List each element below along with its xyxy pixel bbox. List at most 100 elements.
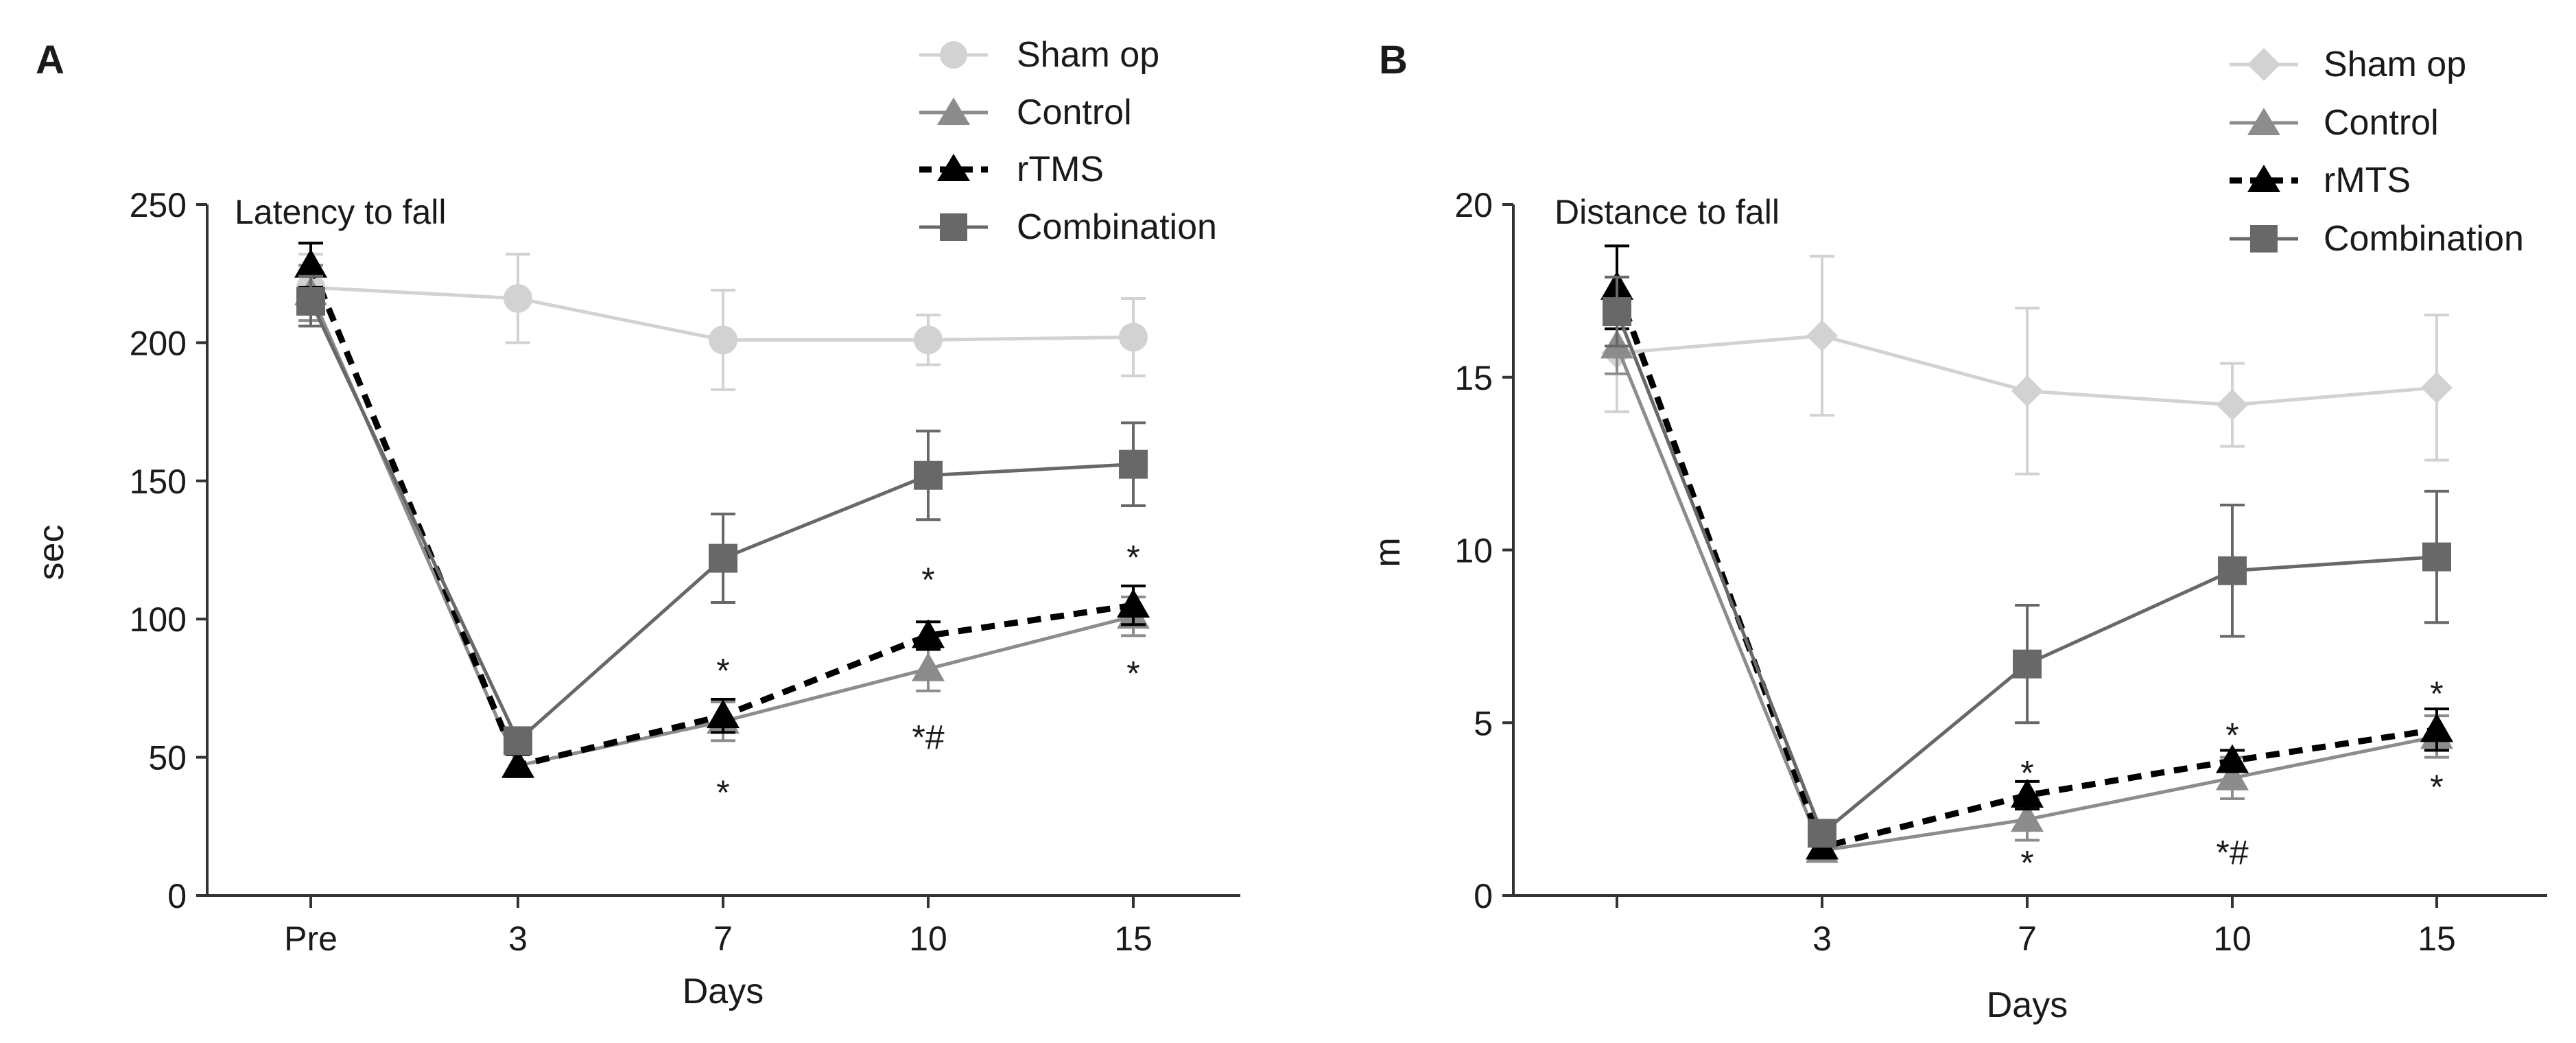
legend-a-control: Control [919,93,1132,132]
legend-b-combination: Combination [2230,219,2524,259]
data-point-circle [504,283,532,313]
y-tick-label: 200 [130,324,187,362]
data-point-triangle [2216,761,2249,790]
legend-b-control: Control [2230,103,2439,143]
panel-a-letter: A [36,38,64,82]
data-point-square [709,543,737,573]
panel-b-xlabel: Days [1987,985,2068,1025]
legend-marker-circle [940,41,967,69]
significance-marker: * [2225,716,2238,754]
legend-label: Combination [1017,207,1217,247]
legend-marker-triangle [937,97,970,125]
data-point-triangle [501,749,534,778]
legend-label: rTMS [1017,150,1104,189]
significance-marker: * [2430,675,2443,713]
data-point-triangle [2011,778,2044,808]
panel-b-annotations: * * * *# * * [2020,675,2443,882]
data-point-circle [914,325,943,355]
data-point-triangle [912,619,945,648]
x-tick-label: 15 [2418,919,2456,958]
y-tick-label: 150 [130,462,187,501]
panel-b-legend: Sham op Control rMTS Combination [2230,45,2524,259]
data-point-diamond [2217,389,2248,421]
panel-a-ylabel: sec [32,525,71,581]
data-point-triangle [912,652,945,681]
legend-marker-square [940,213,967,241]
series-combination [1603,275,2451,848]
x-ticks: 3 7 10 15 [1616,895,2456,958]
data-point-square [504,726,532,755]
legend-label: rMTS [2324,161,2411,200]
x-tick-label: 7 [713,919,733,958]
x-tick-label: 3 [1812,919,1832,958]
y-tick-label: 50 [148,739,187,777]
legend-label: Sham op [2324,45,2466,84]
x-ticks: Pre 3 7 10 15 [284,895,1153,958]
data-point-triangle [2011,803,2044,832]
series-rtms [294,242,1150,778]
data-point-square [296,286,325,316]
y-tick-label: 250 [130,186,187,224]
panel-a-axes: 0 50 100 150 200 250 Pre 3 7 10 15 [130,186,1240,958]
legend-a-rtms: rTMS [919,150,1104,189]
data-point-square [1808,819,1836,848]
panel-b-axes: 0 5 10 15 20 3 7 10 15 [1454,186,2547,958]
data-point-triangle [1117,589,1150,618]
data-point-square [2218,556,2247,585]
data-point-square [914,460,943,490]
data-point-circle [1119,323,1148,352]
data-point-diamond [1806,320,1838,352]
legend-marker-triangle [2247,165,2280,192]
data-point-square [1119,449,1148,479]
x-tick-label: 15 [1114,919,1153,958]
panel-a-inner-title: Latency to fall [235,193,447,231]
data-point-triangle [2216,744,2249,773]
x-tick-label: 10 [909,919,947,958]
significance-marker: *# [2216,834,2248,872]
series-combination [296,274,1148,755]
significance-marker: * [716,652,729,690]
legend-marker-diamond [2247,48,2280,81]
y-tick-label: 20 [1454,186,1493,224]
legend-label: Control [2324,103,2439,143]
legend-marker-triangle [937,154,970,181]
y-ticks: 0 5 10 15 20 [1454,186,1513,915]
significance-marker: * [2020,844,2033,882]
y-ticks: 0 50 100 150 200 250 [130,186,207,915]
panel-a-xlabel: Days [683,972,764,1011]
significance-marker: *# [912,718,944,756]
significance-marker: * [1126,655,1139,693]
legend-b-sham: Sham op [2230,45,2466,84]
legend-label: Sham op [1017,35,1159,75]
y-tick-label: 15 [1454,359,1493,397]
legend-a-sham: Sham op [919,35,1159,75]
panel-a-plot [294,242,1150,778]
legend-label: Control [1017,93,1132,132]
panel-a-annotations: * * * *# * * [716,539,1139,812]
y-tick-label: 0 [1474,877,1493,915]
data-point-triangle [707,699,740,729]
significance-marker: * [716,773,729,812]
x-tick-label: Pre [284,919,338,958]
series-sham-op [296,253,1148,391]
significance-marker: * [2020,754,2033,793]
panel-b-ylabel: m [1368,537,1408,567]
panel-b-plot [1600,244,2453,863]
data-point-diamond [2011,375,2043,407]
panel-a-legend: Sham op Control rTMS Combination [919,35,1217,247]
legend-marker-square [2250,225,2278,253]
significance-marker: * [2430,768,2443,806]
legend-label: Combination [2324,219,2524,259]
data-point-square [2422,542,2451,572]
legend-marker-triangle [2247,108,2280,135]
y-tick-label: 10 [1454,532,1493,570]
legend-b-rmts: rMTS [2230,161,2411,200]
panel-b-inner-title: Distance to fall [1555,193,1780,231]
y-tick-label: 100 [130,600,187,639]
data-point-triangle [2420,713,2453,742]
data-point-square [2013,649,2042,679]
data-point-triangle [294,248,327,278]
significance-marker: * [1126,539,1139,577]
